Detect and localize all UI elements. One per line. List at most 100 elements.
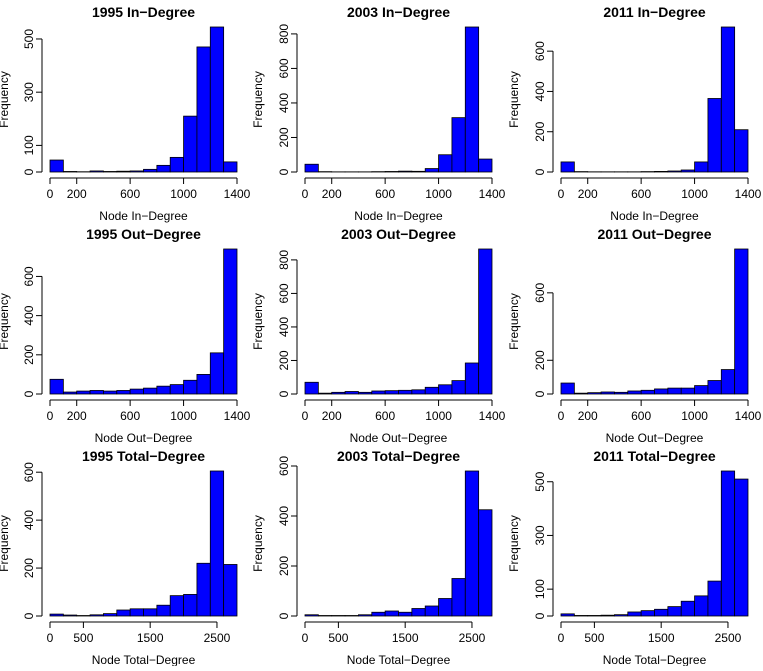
y-axis-label: Frequency — [0, 515, 11, 572]
histogram-bar — [574, 615, 587, 616]
histogram-bar — [695, 596, 708, 616]
histogram-bar — [117, 171, 130, 172]
y-tick-label: 200 — [22, 344, 36, 364]
panel-title: 2003 Out−Degree — [341, 226, 456, 242]
x-tick-label: 1000 — [170, 187, 197, 201]
histogram-bar — [210, 27, 223, 172]
x-tick-label: 1400 — [224, 187, 251, 201]
histogram-bar — [681, 601, 694, 616]
histogram-bar — [305, 164, 318, 172]
histogram-bar — [439, 385, 452, 394]
y-tick-label: 100 — [533, 579, 547, 599]
histogram-bar — [372, 612, 385, 616]
y-tick-label: 400 — [277, 506, 291, 526]
histogram-bar — [425, 169, 438, 172]
histogram-bar — [90, 615, 103, 616]
panel-title: 1995 Total−Degree — [82, 448, 205, 464]
histogram-bar — [184, 594, 197, 616]
histogram-bar — [345, 391, 358, 394]
x-tick-label: 600 — [631, 409, 651, 423]
histogram-bar — [197, 374, 210, 394]
x-tick-label: 600 — [120, 409, 140, 423]
histogram-bar — [332, 616, 345, 617]
histogram-bar — [144, 609, 157, 616]
histogram-bar — [452, 381, 465, 394]
x-tick-label: 200 — [322, 187, 342, 201]
histogram-bar — [721, 370, 734, 394]
x-tick-label: 1500 — [648, 631, 675, 645]
y-axis-label: Frequency — [0, 293, 11, 350]
histogram-bar — [117, 390, 130, 394]
histogram-bar — [197, 47, 210, 172]
y-tick-label: 400 — [277, 93, 291, 113]
histogram-bar — [77, 391, 90, 394]
histogram-bar — [588, 393, 601, 394]
histogram-bar — [157, 165, 170, 172]
y-tick-label: 600 — [533, 41, 547, 61]
y-tick-label: 0 — [277, 612, 291, 619]
histogram-bar — [130, 609, 143, 616]
histogram-bar — [641, 390, 654, 394]
histogram-bar — [224, 564, 237, 616]
histogram-bar — [561, 162, 574, 172]
histogram-bar — [614, 615, 627, 616]
histogram-bar — [130, 171, 143, 172]
x-tick-label: 0 — [47, 409, 54, 423]
x-axis-label: Node In−Degree — [610, 209, 699, 223]
x-tick-label: 1000 — [425, 409, 452, 423]
histogram-bar — [90, 390, 103, 394]
histogram-bar — [628, 612, 641, 616]
x-tick-label: 2500 — [459, 631, 486, 645]
x-tick-label: 1000 — [681, 409, 708, 423]
x-axis-label: Node Total−Degree — [603, 653, 707, 666]
y-axis-label: Frequency — [251, 515, 265, 572]
histogram-bar — [601, 392, 614, 394]
histogram-bar — [170, 596, 183, 616]
histogram-bar — [184, 380, 197, 394]
histogram-bar — [50, 379, 63, 394]
histogram-bar — [721, 471, 734, 616]
histogram-bar — [695, 386, 708, 394]
histogram-bar — [735, 249, 748, 394]
y-tick-label: 600 — [277, 58, 291, 78]
x-tick-label: 200 — [578, 187, 598, 201]
histogram-bar — [668, 171, 681, 172]
histogram-bar — [50, 160, 63, 172]
histogram-bar — [641, 611, 654, 616]
histogram-bar — [668, 607, 681, 616]
histogram-bar — [210, 353, 223, 394]
histogram-bar — [681, 170, 694, 172]
histogram-bar — [358, 615, 371, 616]
histogram-bar — [358, 392, 371, 394]
histogram-bar — [210, 471, 223, 616]
histogram-bar — [561, 614, 574, 616]
histogram-bar — [63, 615, 76, 616]
y-tick-label: 800 — [277, 24, 291, 44]
histogram-bar — [425, 387, 438, 394]
x-tick-label: 1500 — [137, 631, 164, 645]
histogram-bar — [103, 614, 116, 616]
panel-title: 2011 Total−Degree — [593, 448, 716, 464]
histogram-bar — [305, 382, 318, 394]
histogram-bar — [479, 249, 492, 394]
x-axis-label: Node In−Degree — [99, 209, 188, 223]
y-tick-label: 200 — [533, 121, 547, 141]
panel-title: 2003 In−Degree — [347, 4, 450, 20]
y-tick-label: 100 — [22, 135, 36, 155]
histogram-bar — [628, 391, 641, 394]
histogram-bar — [708, 98, 721, 172]
y-axis-label: Frequency — [251, 71, 265, 128]
y-tick-label: 300 — [22, 82, 36, 102]
panel-title: 2011 Out−Degree — [597, 226, 711, 242]
histogram-bar — [224, 249, 237, 394]
x-tick-label: 500 — [328, 631, 348, 645]
y-tick-label: 200 — [533, 350, 547, 370]
histogram-bar — [479, 159, 492, 172]
histogram-bar — [184, 116, 197, 172]
histogram-bar — [157, 386, 170, 394]
y-tick-label: 0 — [277, 168, 291, 175]
histogram-bar — [224, 162, 237, 172]
histogram-bar — [103, 171, 116, 172]
x-tick-label: 200 — [578, 409, 598, 423]
y-tick-label: 500 — [533, 471, 547, 491]
